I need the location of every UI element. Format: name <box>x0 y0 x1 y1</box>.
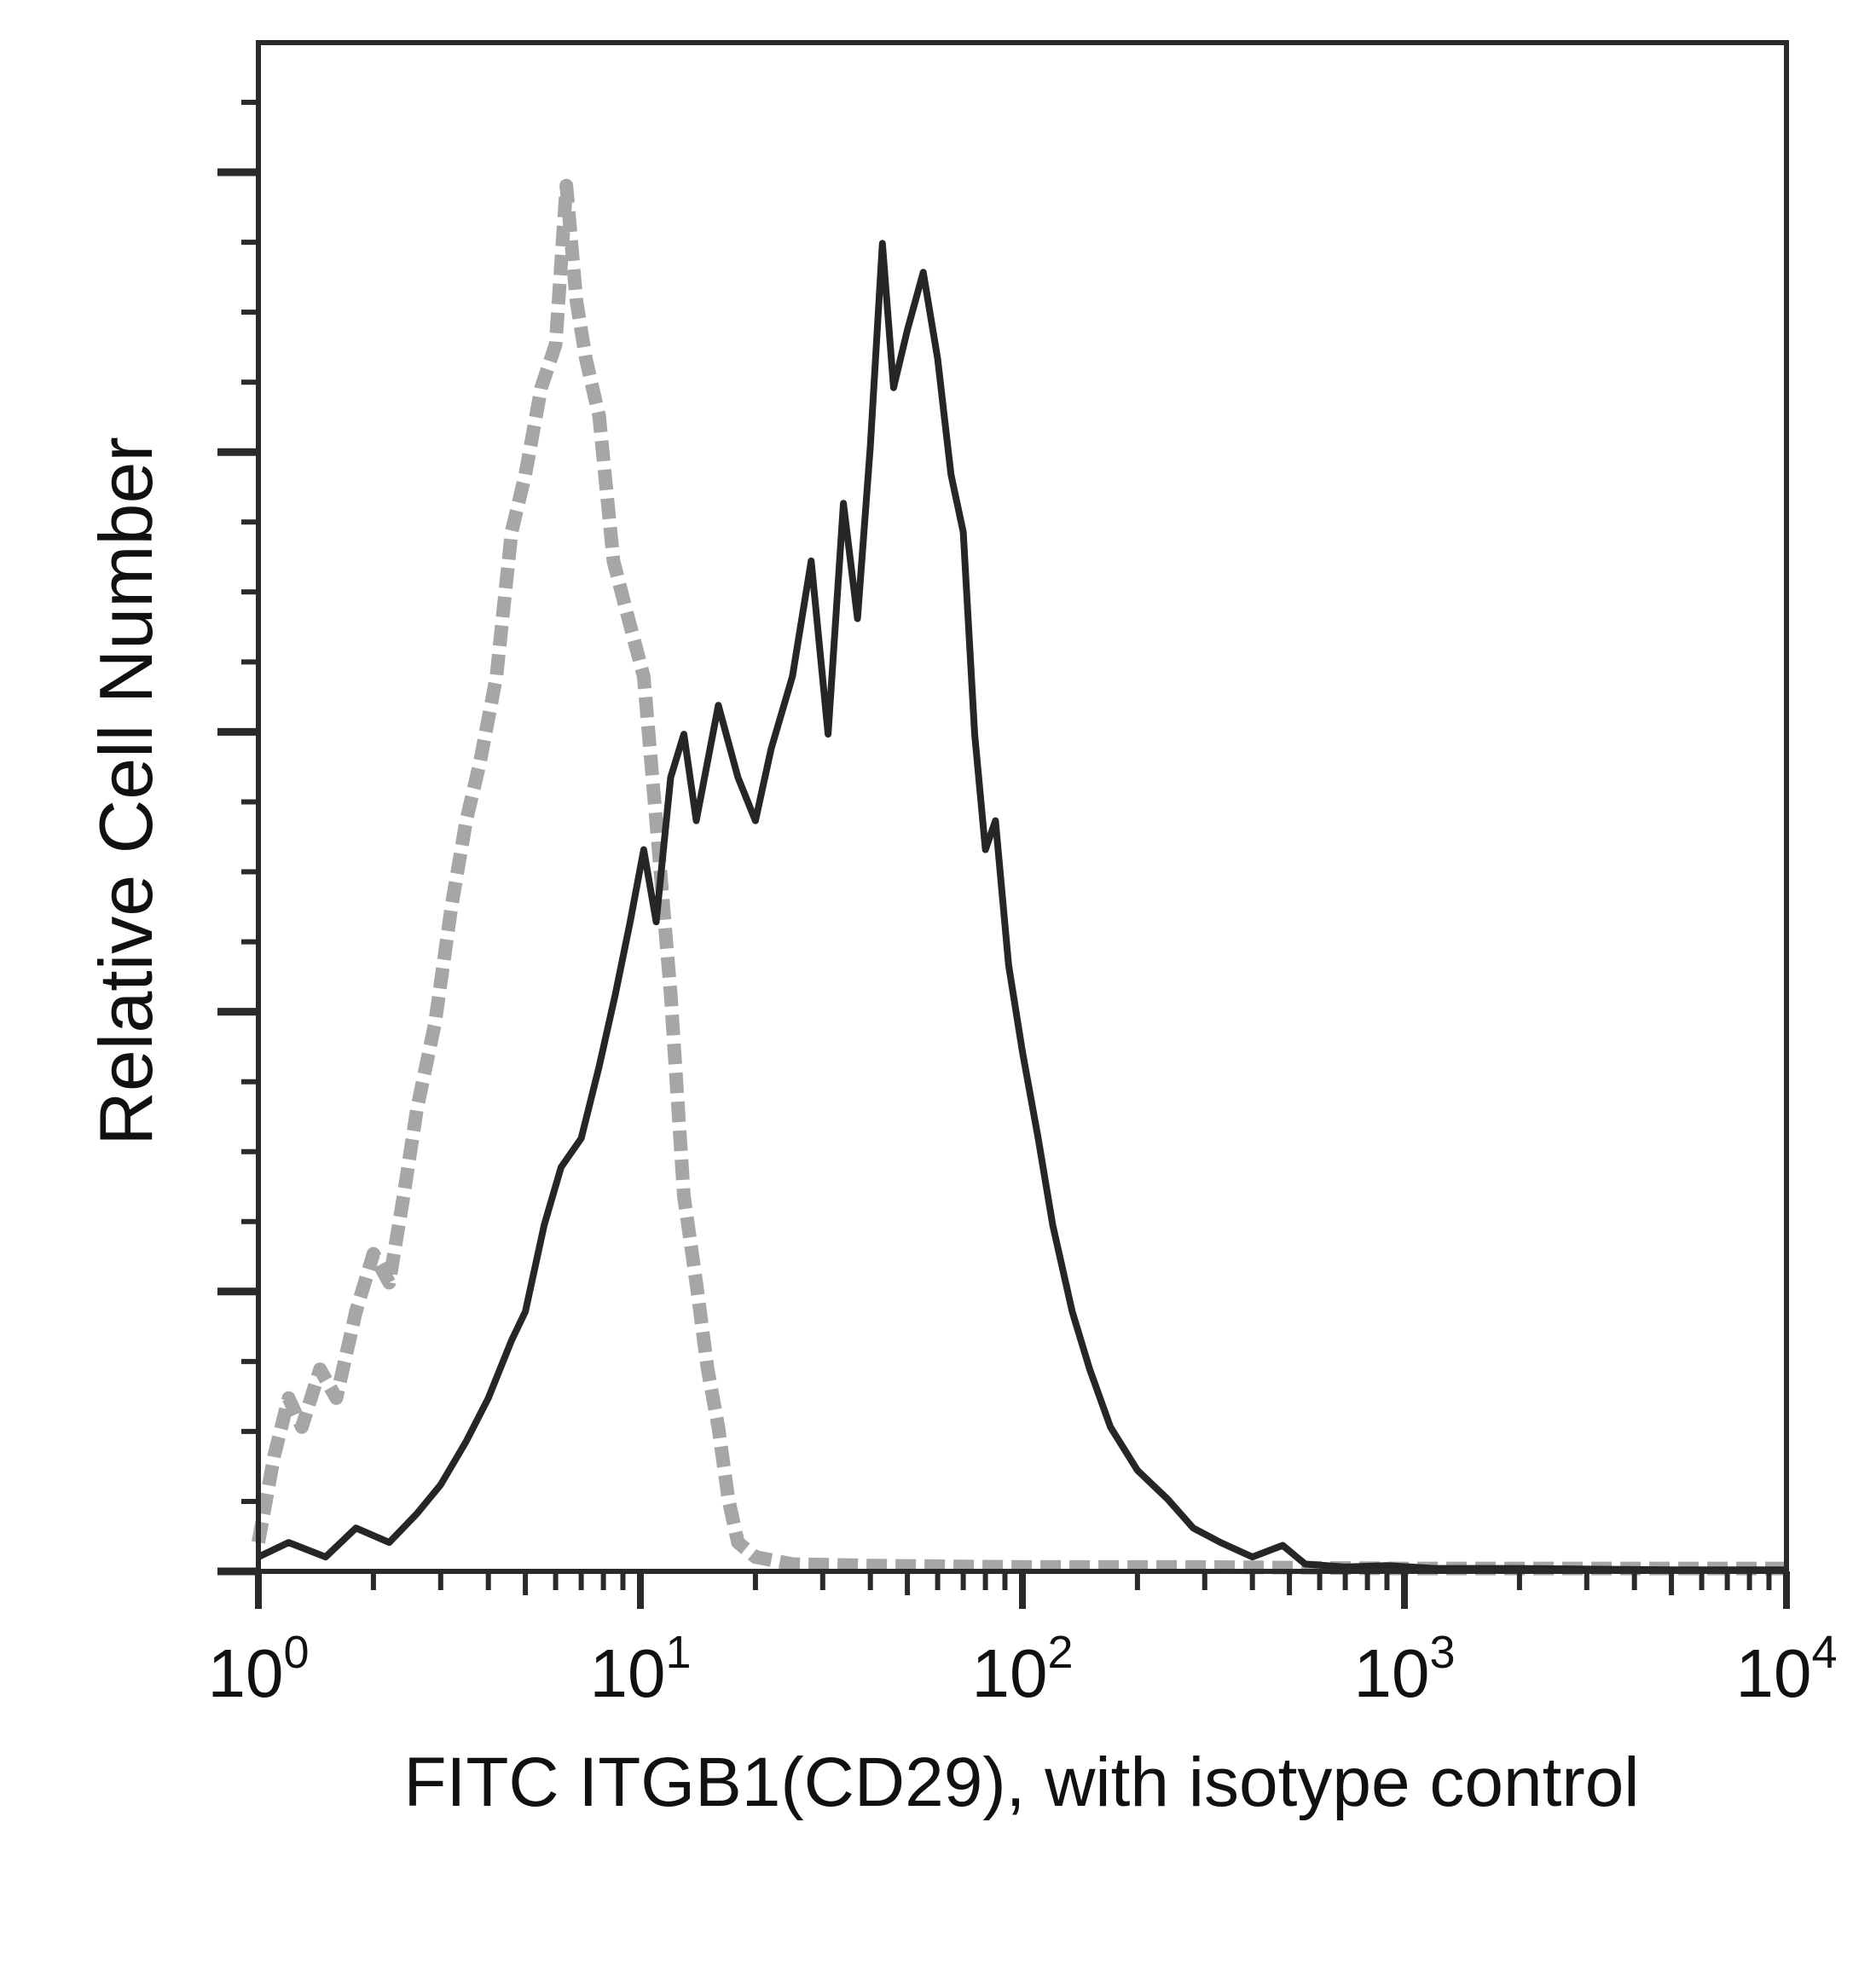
series-layer <box>252 178 1786 1576</box>
x-tick-label: 101 <box>589 1627 691 1711</box>
x-tick-labels: 100 101 102 103 104 <box>207 1627 1837 1711</box>
plot-frame <box>256 40 1789 1574</box>
tick-marks <box>217 100 1790 1609</box>
series-line-2 <box>257 240 1786 1574</box>
x-axis-label: FITC ITGB1(CD29), with isotype control <box>403 1744 1639 1821</box>
y-axis-label: Relative Cell Number <box>84 437 168 1145</box>
series-line-1 <box>252 178 1786 1576</box>
x-tick-label: 103 <box>1353 1627 1455 1711</box>
x-tick-label: 102 <box>971 1627 1073 1711</box>
x-tick-label: 104 <box>1735 1627 1837 1711</box>
x-tick-label: 100 <box>207 1627 309 1711</box>
